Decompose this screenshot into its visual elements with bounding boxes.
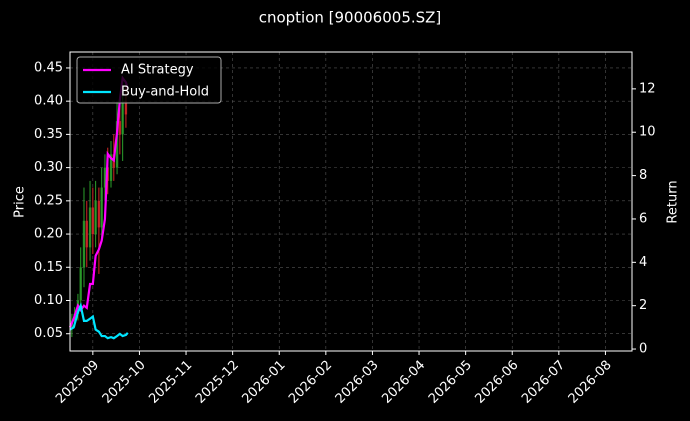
candle-body — [100, 187, 103, 228]
y2-tick-label: 6 — [639, 211, 647, 226]
x-tick-label: 2025-09 — [53, 358, 102, 407]
legend-box — [76, 56, 222, 104]
x-tick-label: 2026-03 — [333, 358, 382, 407]
y2-tick-label: 10 — [639, 125, 656, 140]
candle-body — [82, 220, 86, 268]
y2-axis-label: Return — [666, 180, 681, 223]
x-tick-label: 2026-02 — [286, 358, 335, 407]
y-tick-label: 0.30 — [34, 160, 63, 175]
candle-body — [115, 121, 119, 168]
x-tick-label: 2025-10 — [100, 358, 149, 407]
x-tick-label: 2026-05 — [426, 358, 475, 407]
candle-body — [88, 207, 92, 248]
y-tick-label: 0.15 — [34, 260, 63, 275]
line-series — [69, 302, 129, 340]
y-tick-label: 0.10 — [34, 293, 63, 308]
candle-body — [109, 154, 113, 181]
candle-body — [91, 207, 95, 235]
x-tick-label: 2026-04 — [379, 358, 428, 407]
y2-tick-label: 8 — [639, 168, 647, 183]
y-axis-label: Price — [13, 186, 28, 218]
legend-label: AI Strategy — [121, 63, 194, 78]
legend: AI Strategy Buy-and-Hold — [76, 56, 222, 104]
x-tick-label: 2025-11 — [146, 358, 195, 407]
chart-title: cnoption [90006005.SZ] — [259, 9, 442, 27]
y2-tick-label: 2 — [639, 298, 647, 313]
y-tick-label: 0.25 — [34, 193, 63, 208]
candle-body — [121, 101, 124, 135]
x-tick-label: 2026-08 — [566, 358, 615, 407]
candle-body — [79, 267, 82, 301]
y-tick-label: 0.35 — [34, 127, 63, 142]
x-tick-label: 2026-07 — [519, 358, 568, 407]
y2-tick-label: 12 — [639, 81, 656, 96]
y2-tick-label: 4 — [639, 255, 647, 270]
candle-body — [124, 101, 128, 115]
candle-body — [85, 220, 88, 248]
y2-tick-label: 0 — [639, 342, 647, 357]
candle-body — [97, 200, 101, 228]
legend-label: Buy-and-Hold — [121, 85, 209, 100]
x-tick-label: 2025-12 — [193, 358, 242, 407]
y-tick-label: 0.45 — [34, 60, 63, 75]
x-tick-label: 2026-06 — [473, 358, 522, 407]
candle-body — [103, 167, 107, 188]
x-tick-label: 2026-01 — [240, 358, 289, 407]
y-tick-label: 0.05 — [34, 326, 63, 341]
candle-body — [118, 121, 122, 135]
plot-frame — [69, 51, 633, 352]
candle-body — [94, 200, 97, 235]
y-tick-label: 0.40 — [34, 94, 63, 109]
y-tick-label: 0.20 — [34, 227, 63, 242]
